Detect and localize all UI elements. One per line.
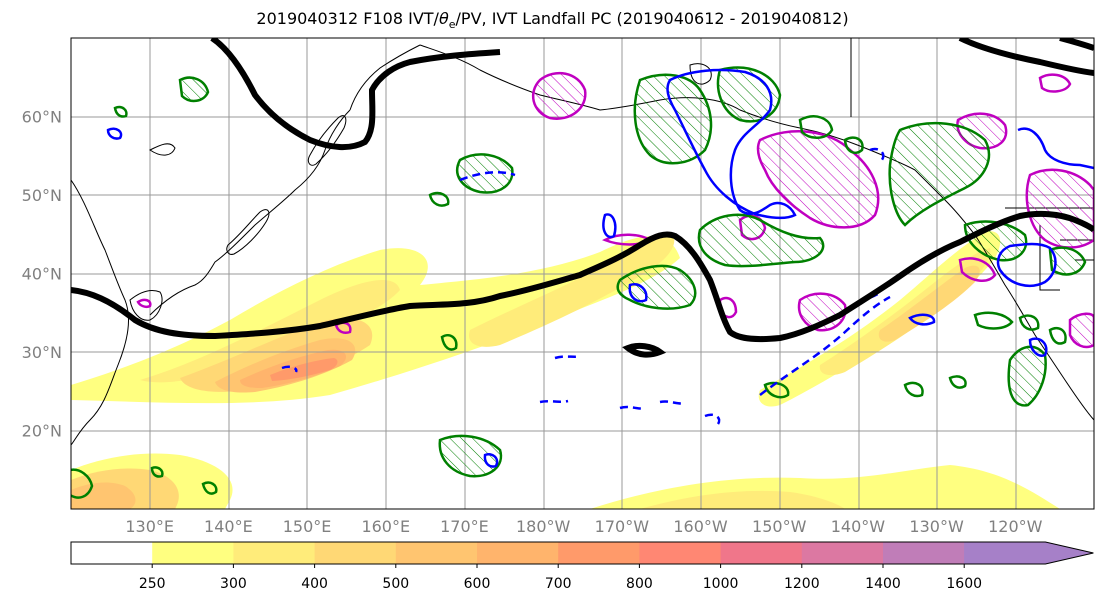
lon-label: 170°E <box>440 517 489 536</box>
figure-title: 2019040312 F108 IVT/θe/PV, IVT Landfall … <box>256 9 849 32</box>
colorbar-label: 250 <box>139 576 166 592</box>
colorbar-label: 1000 <box>703 576 739 592</box>
lon-label: 170°W <box>595 517 650 536</box>
colorbar-segment <box>801 542 884 564</box>
lon-label: 150°W <box>752 517 807 536</box>
colorbar-segment <box>639 542 722 564</box>
colorbar-segment <box>720 542 803 564</box>
blue-contours <box>106 68 1094 468</box>
blue-dashed-contours <box>281 147 891 425</box>
colorbar-segment <box>314 542 397 564</box>
colorbar-segment <box>477 542 559 564</box>
colorbar-label: 500 <box>382 576 409 592</box>
lon-label: 130°E <box>125 517 174 536</box>
colorbar-label: 400 <box>301 576 328 592</box>
colorbar-segment <box>558 542 640 564</box>
lon-label: 160°E <box>361 517 410 536</box>
lon-label: 140°E <box>204 517 253 536</box>
colorbar-segment <box>395 542 478 564</box>
colorbar-label: 1600 <box>946 576 982 592</box>
lon-label: 150°E <box>283 517 332 536</box>
ivt-shading <box>71 231 1060 509</box>
magenta-contours <box>531 71 1094 349</box>
colorbar-outline <box>70 541 1094 565</box>
colorbar-label: 1400 <box>865 576 901 592</box>
lon-label: 180°W <box>516 517 571 536</box>
green-pv-contours <box>178 66 1087 478</box>
lon-axis-labels: 130°E 140°E 150°E 160°E 170°E 180°W 170°W 160°W… <box>125 517 1042 536</box>
colorbar: 250 300 400 500 600 700 800 1000 1200 1400 1600 <box>70 541 1094 592</box>
lat-label: 20°N <box>22 422 62 441</box>
black-ivt-contour <box>71 38 1094 358</box>
colorbar-segment <box>883 542 965 564</box>
lat-axis-labels: 60°N 50°N 40°N 30°N 20°N <box>22 108 62 441</box>
map-plot-area <box>71 38 1094 509</box>
lat-label: 60°N <box>22 108 62 127</box>
lat-label: 50°N <box>22 186 62 205</box>
colorbar-segment <box>152 542 234 564</box>
lon-label: 130°W <box>909 517 964 536</box>
colorbar-label: 700 <box>545 576 572 592</box>
map-frame <box>70 37 1095 510</box>
colorbar-label: 1200 <box>784 576 820 592</box>
lon-label: 160°W <box>673 517 728 536</box>
lon-label: 120°W <box>988 517 1043 536</box>
green-pv-small <box>71 105 1067 499</box>
colorbar-label: 800 <box>626 576 653 592</box>
colorbar-segment <box>233 542 316 564</box>
colorbar-segment <box>71 542 153 564</box>
colorbar-extend-arrow <box>964 542 1094 564</box>
colorbar-label: 600 <box>464 576 491 592</box>
lon-label: 140°W <box>831 517 886 536</box>
lat-label: 30°N <box>22 343 62 362</box>
lat-label: 40°N <box>22 265 62 284</box>
colorbar-label: 300 <box>220 576 247 592</box>
